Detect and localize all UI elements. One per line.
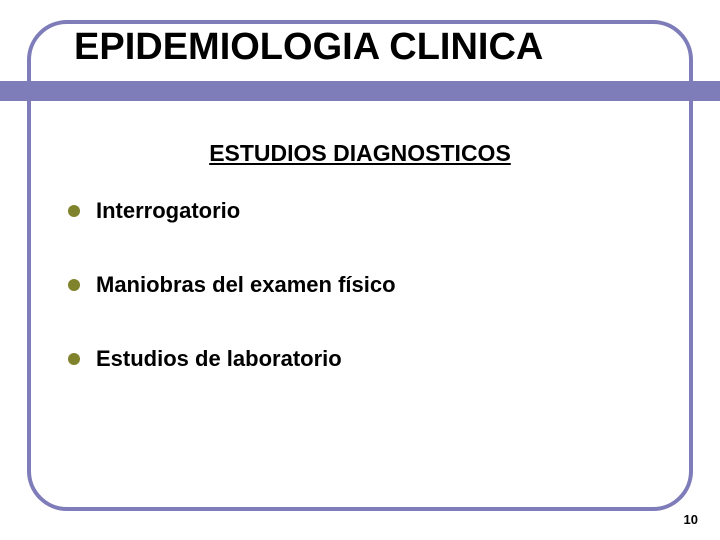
bullet-label: Estudios de laboratorio xyxy=(96,346,342,372)
bullet-icon xyxy=(68,279,80,291)
bullet-list: Interrogatorio Maniobras del examen físi… xyxy=(68,198,668,420)
slide-subtitle: ESTUDIOS DIAGNOSTICOS xyxy=(0,140,720,167)
bullet-label: Maniobras del examen físico xyxy=(96,272,396,298)
accent-bar xyxy=(0,81,720,101)
list-item: Maniobras del examen físico xyxy=(68,272,668,298)
bullet-icon xyxy=(68,353,80,365)
bullet-icon xyxy=(68,205,80,217)
bullet-label: Interrogatorio xyxy=(96,198,240,224)
list-item: Interrogatorio xyxy=(68,198,668,224)
page-number: 10 xyxy=(684,512,698,527)
list-item: Estudios de laboratorio xyxy=(68,346,668,372)
slide-title: EPIDEMIOLOGIA CLINICA xyxy=(74,26,543,69)
